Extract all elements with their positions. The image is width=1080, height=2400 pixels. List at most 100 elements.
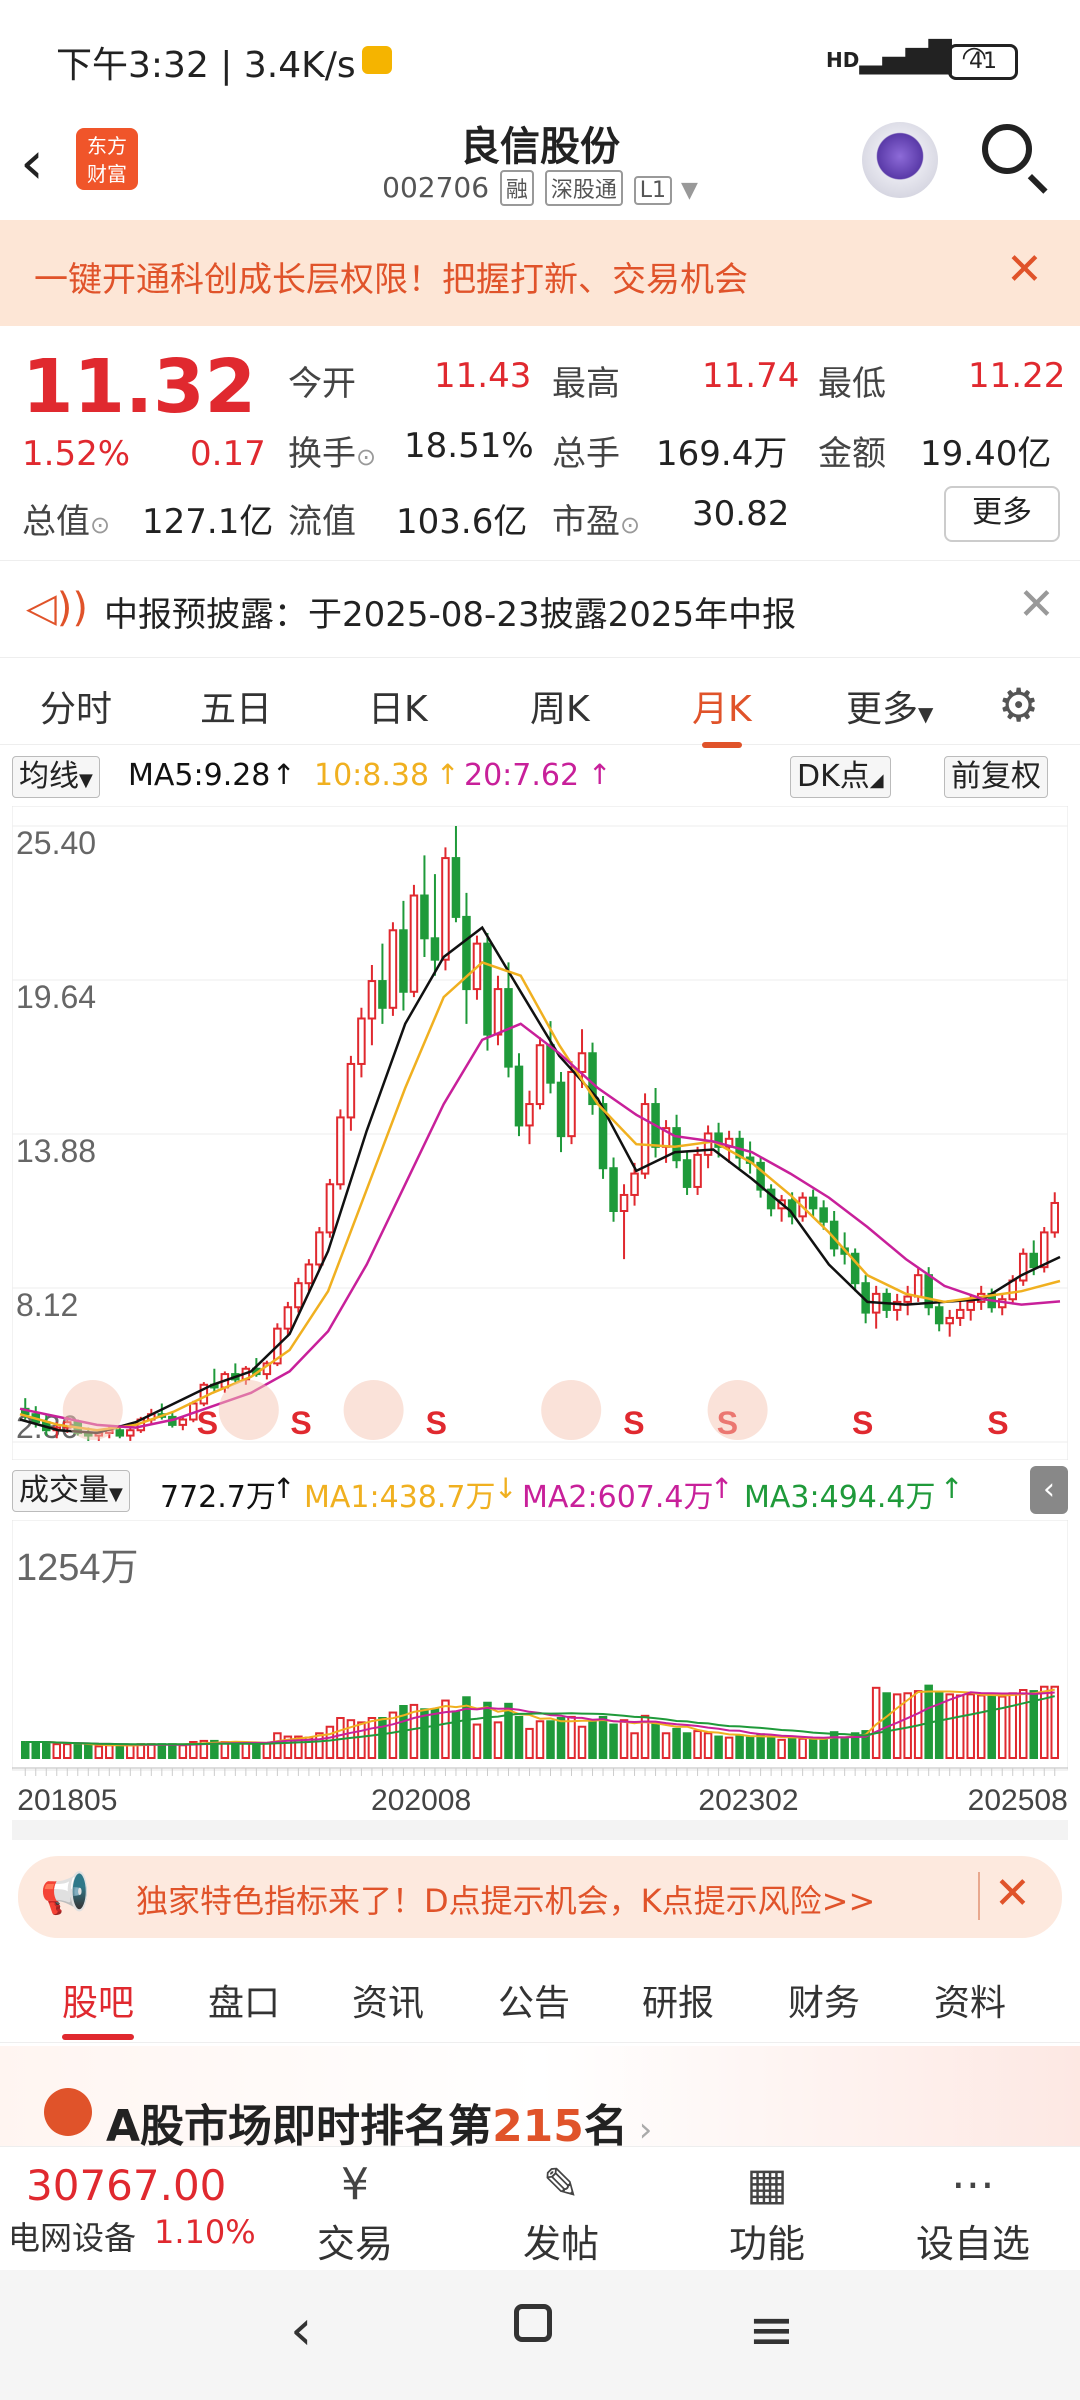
promo-text[interactable]: 独家特色指标来了！D点提示机会，K点提示风险>> (136, 1882, 876, 1920)
add-watchlist-button[interactable]: ⋯ 设自选 (908, 2159, 1038, 2268)
volume-bar (630, 1732, 639, 1759)
tab-daily-k[interactable]: 日K (368, 689, 428, 730)
candle (955, 1308, 965, 1319)
volume-bar (31, 1741, 41, 1759)
search-icon[interactable] (982, 124, 1032, 174)
ma20-legend: 20:7.62 (464, 758, 580, 793)
volume-value: 169.4万 (656, 434, 788, 474)
volume-bar (42, 1741, 51, 1759)
candle (850, 1252, 860, 1285)
volume-bar (20, 1741, 30, 1759)
candle (1018, 1252, 1028, 1282)
tab-news[interactable]: 资讯 (352, 1983, 425, 2024)
candle (483, 942, 492, 1036)
collapse-panel-button[interactable]: ‹ (1030, 1466, 1068, 1514)
adjust-selector[interactable]: 前复权 (944, 756, 1048, 798)
candle (178, 1418, 188, 1426)
indicator-promo[interactable]: 📢 独家特色指标来了！D点提示机会，K点提示风险>> ✕ (18, 1856, 1062, 1938)
banner-text[interactable]: 一键开通科创成长层权限！把握打新、交易机会 (34, 260, 748, 300)
chart-nav-button (541, 1380, 602, 1440)
candle (304, 1263, 314, 1285)
y-tick-label: 19.64 (16, 979, 96, 1015)
change-percent: 1.52% (22, 434, 131, 474)
gear-icon[interactable]: ⚙ (998, 678, 1040, 732)
volume-bar (52, 1743, 62, 1760)
tab-order-book[interactable]: 盘口 (208, 1983, 281, 2024)
tab-announcements[interactable]: 公告 (498, 1983, 571, 2024)
volume-indicator-selector[interactable]: 成交量▼ (12, 1470, 130, 1512)
eastmoney-logo[interactable]: 东方 财富 (76, 128, 138, 190)
volume-bar (798, 1737, 807, 1760)
candle (567, 1070, 576, 1138)
volume-bar (94, 1745, 104, 1759)
tab-more[interactable]: 更多▼ (846, 689, 934, 730)
arrow-up-icon: ↑ (940, 1472, 964, 1505)
nav-menu-icon[interactable]: ≡ (748, 2298, 795, 2363)
volume-bar (997, 1695, 1007, 1759)
market-rank-card[interactable]: A股市场即时排名第215名 › (0, 2046, 1080, 2152)
dk-point-toggle[interactable]: DK点◢ (790, 756, 891, 798)
candle (966, 1300, 975, 1311)
tab-timeshare[interactable]: 分时 (40, 689, 113, 730)
candle (367, 980, 377, 1020)
ma-selector[interactable]: 均线▼ (12, 756, 100, 798)
more-button[interactable]: 更多 (944, 486, 1060, 542)
volume-bar (105, 1744, 114, 1759)
nav-home-icon[interactable] (514, 2304, 552, 2342)
close-icon[interactable]: ✕ (994, 1868, 1031, 1919)
back-icon[interactable]: ‹ (20, 128, 44, 198)
robot-assistant-icon[interactable] (862, 122, 938, 198)
candle (462, 915, 471, 991)
candle (336, 1116, 345, 1186)
candle (903, 1295, 912, 1303)
promo-banner[interactable]: 一键开通科创成长层权限！把握打新、交易机会 ✕ (0, 220, 1080, 326)
candle (357, 1017, 366, 1065)
trade-button[interactable]: ¥ 交易 (290, 2159, 420, 2268)
volume-bar (325, 1725, 335, 1760)
volume-bar (1029, 1690, 1038, 1759)
functions-button[interactable]: ▦ 功能 (702, 2159, 832, 2268)
post-button[interactable]: ✎ 发帖 (496, 2159, 626, 2268)
tab-five-day[interactable]: 五日 (200, 689, 273, 730)
tab-profile[interactable]: 资料 (934, 1983, 1007, 2024)
ma-line-ma10 (19, 960, 1061, 1432)
candle (514, 1065, 524, 1127)
volume-bar (252, 1742, 261, 1760)
volume-bar (892, 1693, 902, 1759)
tab-weekly-k[interactable]: 周K (530, 689, 590, 730)
turnover-label: 换手⊙ (288, 434, 377, 474)
index-value[interactable]: 30767.00 (26, 2161, 227, 2210)
tag-level[interactable]: L1 (633, 176, 673, 205)
notice-text[interactable]: 中报预披露：于2025-08-23披露2025年中报 (104, 595, 797, 635)
candle (115, 1429, 125, 1437)
candle (346, 1062, 356, 1119)
y-tick-label: 25.40 (16, 825, 96, 861)
volume-bar (409, 1703, 419, 1759)
rank-text[interactable]: A股市场即时排名第215名 › (106, 2101, 653, 2152)
volume-bar (178, 1744, 188, 1759)
volume-bar (693, 1730, 702, 1760)
chevron-down-icon[interactable]: ▼ (680, 178, 698, 203)
candle (556, 1081, 566, 1138)
tab-research[interactable]: 研报 (642, 1983, 715, 2024)
volume-bar (850, 1732, 860, 1759)
volume-bar (357, 1721, 366, 1759)
index-name[interactable]: 电网设备 (8, 2219, 137, 2257)
earnings-notice[interactable]: ◁)) 中报预披露：于2025-08-23披露2025年中报 ✕ (0, 560, 1080, 658)
close-icon[interactable]: ✕ (1018, 579, 1055, 630)
tab-monthly-k[interactable]: 月K (692, 680, 752, 748)
tab-forum[interactable]: 股吧 (62, 1974, 135, 2040)
tab-financials[interactable]: 财务 (788, 1983, 861, 2024)
volume-bar (430, 1708, 440, 1759)
volume-bar (115, 1744, 125, 1759)
close-icon[interactable]: ✕ (1006, 244, 1043, 295)
tag-margin: 融 (499, 170, 534, 206)
amount-value: 19.40亿 (920, 434, 1052, 474)
system-nav-bar: ‹ ≡ (0, 2270, 1080, 2400)
volume-chart[interactable]: 1254万 201805 202008 202302 202508 (12, 1520, 1068, 1840)
y-tick-label: 8.12 (16, 1287, 78, 1323)
volume-bar (483, 1701, 492, 1760)
nav-back-icon[interactable]: ‹ (290, 2298, 313, 2363)
arrow-up-icon: ↑ (710, 1472, 734, 1505)
